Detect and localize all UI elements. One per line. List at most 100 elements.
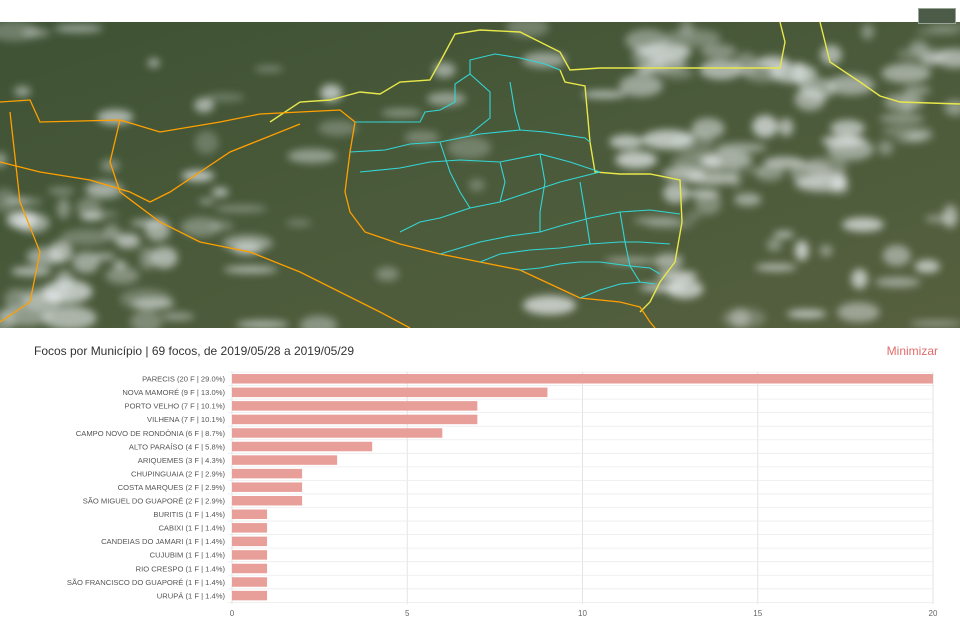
cloud-patch: [685, 211, 702, 221]
map-layer-thumbnail[interactable]: [918, 8, 956, 24]
cloud-patch: [426, 92, 466, 106]
cloud-patch: [86, 181, 124, 199]
cloud-patch: [715, 142, 767, 153]
bar[interactable]: [232, 387, 548, 398]
bar[interactable]: [232, 509, 268, 520]
cloud-patch: [381, 108, 423, 117]
category-label: VILHENA (7 F | 10.1%): [147, 415, 225, 424]
cloud-patch: [56, 270, 74, 290]
cloud-patch: [903, 85, 931, 96]
bar[interactable]: [232, 374, 933, 384]
bar[interactable]: [232, 495, 303, 506]
cloud-patch: [755, 263, 797, 272]
cloud-patch: [666, 279, 704, 299]
cloud-patch: [13, 86, 31, 97]
cloud-patch: [223, 265, 278, 274]
cloud-patch: [686, 171, 739, 185]
cloud-patch: [232, 242, 262, 255]
cloud-patch: [881, 63, 931, 83]
cloud-patch: [671, 153, 723, 171]
bar[interactable]: [232, 523, 268, 533]
cloud-patch: [640, 56, 688, 70]
satellite-map[interactable]: [0, 22, 960, 328]
cloud-patch: [734, 193, 762, 206]
cloud-patch: [53, 24, 104, 33]
cloud-patch: [523, 295, 576, 315]
bar[interactable]: [232, 563, 268, 574]
minimize-button[interactable]: Minimizar: [886, 344, 938, 358]
cloud-patch: [625, 29, 669, 52]
bar[interactable]: [232, 536, 268, 547]
category-label: PARECIS (20 F | 29.0%): [142, 375, 225, 384]
cloud-patch: [794, 240, 809, 261]
bar[interactable]: [232, 414, 478, 425]
cloud-patch: [10, 266, 52, 277]
country-border: [269, 22, 960, 313]
cloud-patch: [752, 115, 778, 138]
cloud-patch: [830, 120, 866, 136]
category-label: CUJUBIM (1 F | 1.4%): [150, 551, 226, 560]
state-border: [0, 99, 656, 328]
cloud-patch: [665, 28, 721, 47]
cloud-patch: [766, 238, 782, 252]
chart-grid: [228, 371, 934, 604]
cloud-patch: [18, 285, 72, 304]
cloud-patch: [130, 219, 165, 227]
cloud-patch: [42, 306, 97, 328]
cloud-patch: [827, 74, 875, 96]
cloud-patch: [861, 24, 875, 40]
cloud-patch: [150, 246, 178, 269]
cloud-patch: [660, 66, 694, 79]
cloud-patch: [882, 245, 911, 266]
cloud-patch: [285, 219, 312, 227]
cloud-patch: [254, 65, 284, 72]
bar[interactable]: [232, 401, 478, 411]
bar[interactable]: [232, 577, 268, 587]
cloud-patch: [924, 214, 956, 223]
cloud-patch: [48, 187, 75, 195]
bar[interactable]: [232, 550, 268, 560]
category-label: PORTO VELHO (7 F | 10.1%): [125, 402, 226, 411]
cloud-patch: [15, 213, 50, 233]
category-label: SÃO FRANCISCO DO GUAPORÉ (1 F | 1.4%): [67, 578, 226, 587]
bar[interactable]: [232, 468, 303, 479]
cloud-patch: [318, 120, 358, 136]
cloud-patch: [619, 74, 663, 97]
cloud-patch: [837, 302, 880, 323]
x-tick-label: 20: [929, 609, 938, 618]
cloud-patch: [820, 44, 842, 65]
cloud-patch: [609, 134, 644, 149]
cloud-patch: [375, 267, 399, 281]
cloud-patch: [786, 309, 827, 319]
cloud-patch: [631, 44, 644, 66]
cloud-patch: [874, 277, 921, 288]
cloud-patch: [130, 310, 162, 328]
cloud-patch: [105, 266, 140, 285]
category-label: ARIQUEMES (3 F | 4.3%): [138, 456, 226, 465]
category-label: CHUPINGUAIA (2 F | 2.9%): [131, 469, 225, 478]
cloud-patch: [656, 270, 698, 281]
cloud-patch: [468, 178, 485, 192]
category-label: NOVA MAMORÉ (9 F | 13.0%): [122, 388, 225, 397]
cloud-patch: [205, 93, 245, 102]
bar[interactable]: [232, 482, 303, 492]
cloud-patch: [633, 216, 682, 225]
bar[interactable]: [232, 428, 443, 438]
cloud-patch: [778, 118, 794, 137]
cloud-patch: [522, 52, 567, 68]
cloud-patch: [49, 241, 73, 263]
x-tick-label: 0: [230, 609, 235, 618]
cloud-patch: [741, 62, 785, 82]
category-label: BURITIS (1 F | 1.4%): [153, 510, 225, 519]
focus-by-municipality-chart: PARECIS (20 F | 29.0%) NOVA MAMORÉ (9 F |…: [67, 371, 938, 618]
bar[interactable]: [232, 590, 268, 601]
cloud-patch: [80, 211, 119, 218]
bar[interactable]: [232, 455, 338, 465]
cloud-patch: [57, 198, 71, 220]
category-label: COSTA MARQUES (2 F | 2.9%): [118, 483, 226, 492]
cloud-patch: [604, 257, 657, 264]
cloud-patch: [103, 223, 120, 239]
bar[interactable]: [232, 441, 373, 452]
chart-bars: [232, 374, 933, 601]
cloud-patch: [160, 312, 195, 321]
